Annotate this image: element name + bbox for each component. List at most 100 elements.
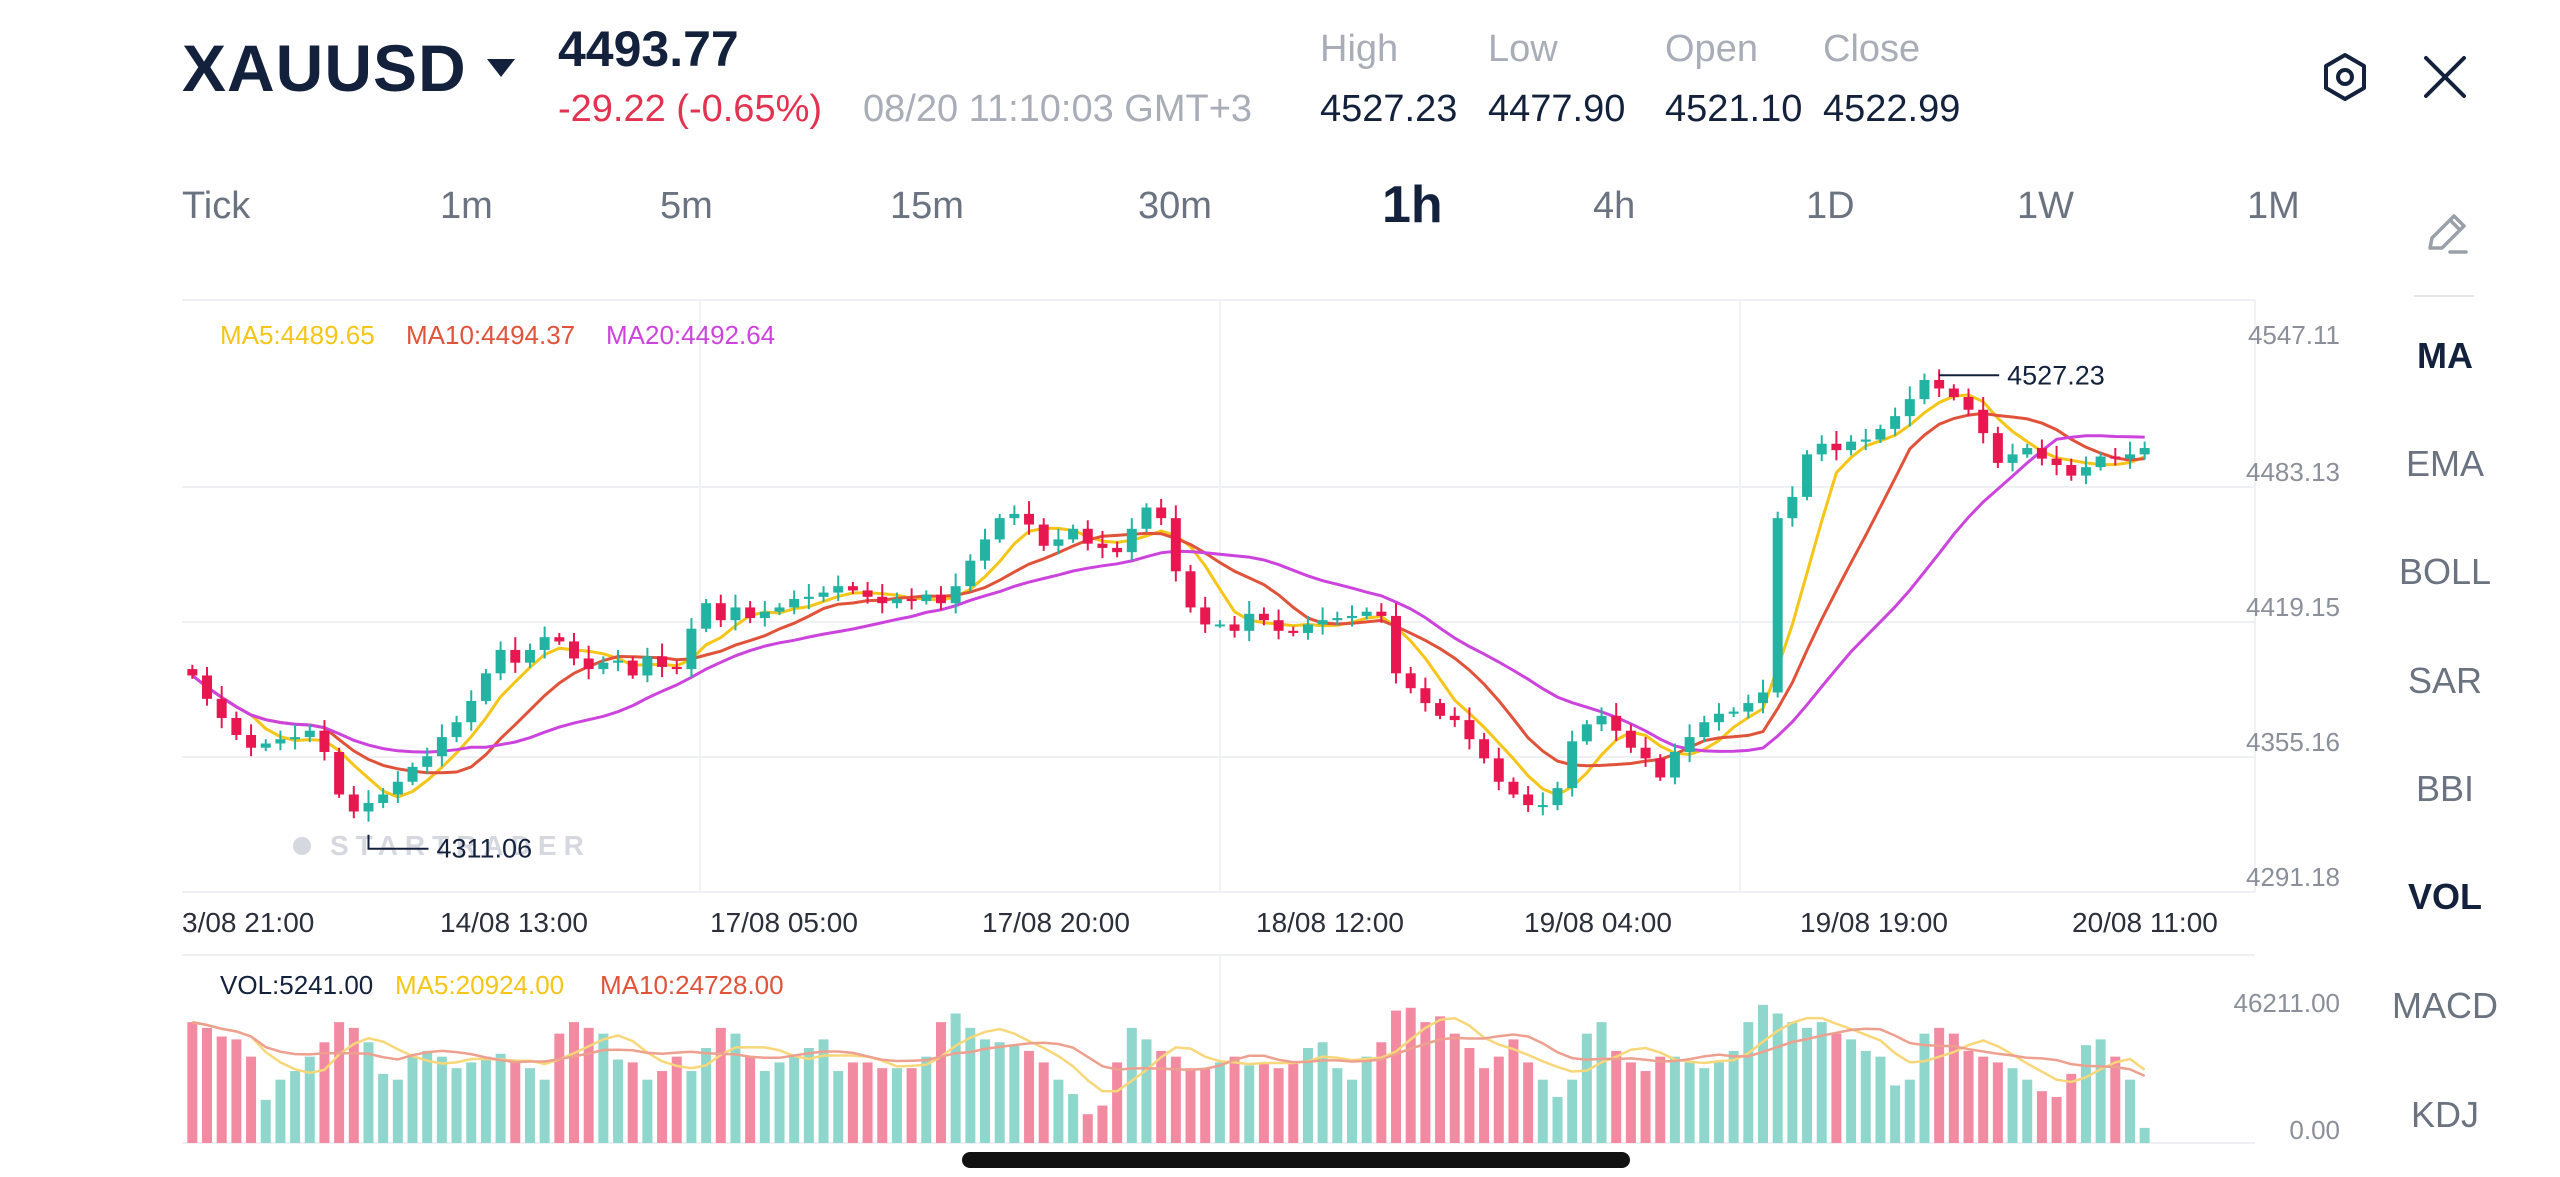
indicator-sar[interactable]: SAR — [2407, 660, 2483, 701]
candle — [921, 594, 932, 602]
volume-bar — [1948, 1033, 1959, 1143]
volume-bar — [524, 1068, 535, 1143]
vol-y-tick: 46211.00 — [2233, 988, 2340, 1018]
candle — [1200, 607, 1211, 625]
candle — [1992, 433, 2003, 463]
volume-bar — [1405, 1007, 1416, 1143]
volume-bar — [539, 1079, 550, 1143]
current-price: 4493.77 — [558, 21, 739, 77]
x-tick: 17/08 05:00 — [710, 907, 858, 938]
volume-bar — [1699, 1068, 1710, 1143]
volume-bar — [231, 1039, 242, 1143]
quote-timestamp: 08/20 11:10:03 GMT+3 — [863, 88, 1253, 130]
volume-bar — [1875, 1056, 1886, 1143]
stat-open-value: 4521.10 — [1665, 88, 1803, 130]
ma5-line — [191, 393, 2146, 799]
volume-bar — [1890, 1085, 1901, 1143]
indicator-vol[interactable]: VOL — [2407, 876, 2482, 917]
draw-pencil-icon[interactable] — [2420, 208, 2472, 260]
candle — [2095, 456, 2106, 468]
indicator-kdj[interactable]: KDJ — [2410, 1094, 2479, 1135]
candle — [862, 590, 873, 597]
volume-bar — [1273, 1068, 1284, 1143]
volume-bar — [935, 1022, 946, 1143]
candle — [2007, 454, 2018, 463]
candle — [657, 656, 668, 667]
volume-bar — [1229, 1056, 1240, 1143]
tab-15m[interactable]: 15m — [890, 185, 964, 227]
volume-bar — [1552, 1096, 1563, 1143]
candle — [1391, 615, 1402, 674]
volume-bar — [1992, 1062, 2003, 1143]
candle — [1713, 713, 1724, 723]
settings-hexagon-icon[interactable] — [2310, 42, 2380, 112]
legend-ma10: MA10:4494.37 — [406, 320, 576, 350]
candle — [202, 675, 213, 699]
chevron-down-icon[interactable] — [486, 59, 515, 77]
indicator-ema[interactable]: EMA — [2405, 443, 2484, 484]
volume-bar — [334, 1022, 345, 1143]
close-icon[interactable] — [2410, 42, 2480, 112]
candle — [1038, 524, 1049, 546]
candle — [1523, 794, 1534, 806]
stat-close-label: Close — [1823, 28, 1921, 70]
volume-bar — [803, 1048, 814, 1143]
volume-bar — [2110, 1056, 2121, 1143]
volume-bar — [304, 1056, 315, 1143]
vol-y-tick: 0.00 — [2289, 1115, 2340, 1145]
candle — [745, 607, 756, 619]
indicator-boll[interactable]: BOLL — [2398, 551, 2492, 592]
tab-1mo[interactable]: 1M — [2247, 185, 2300, 227]
volume-bar — [994, 1042, 1005, 1143]
candle — [1361, 611, 1372, 616]
tab-1m[interactable]: 1m — [440, 185, 493, 227]
tab-30m[interactable]: 30m — [1138, 185, 1212, 227]
volume-bar — [1567, 1079, 1578, 1143]
candle — [1156, 507, 1167, 519]
volume-bar — [1479, 1068, 1490, 1143]
candle — [789, 598, 800, 608]
tab-4h[interactable]: 4h — [1593, 185, 1636, 227]
candle — [2124, 454, 2135, 459]
tab-5m[interactable]: 5m — [660, 185, 713, 227]
volume-bar — [1435, 1016, 1446, 1143]
volume-bar — [1611, 1050, 1622, 1143]
volume-bar — [1376, 1042, 1387, 1143]
volume-bar — [1200, 1068, 1211, 1143]
candle — [598, 662, 609, 670]
tab-1w[interactable]: 1W — [2017, 185, 2074, 227]
volume-bar — [510, 1062, 521, 1143]
symbol-label: XAUUSD — [182, 31, 467, 105]
candle — [1141, 507, 1152, 529]
volume-bar — [1097, 1105, 1108, 1143]
candle — [1581, 724, 1592, 742]
candle — [1214, 624, 1225, 627]
candle — [803, 596, 814, 599]
volume-bar — [1596, 1022, 1607, 1143]
volume-bar — [1758, 1004, 1768, 1143]
tab-1h[interactable]: 1h — [1382, 176, 1443, 234]
indicator-bbi[interactable]: BBI — [2415, 768, 2475, 809]
y-tick: 4355.16 — [2246, 727, 2340, 757]
volume-bar — [569, 1022, 579, 1143]
candle — [1024, 513, 1035, 525]
x-tick: 19/08 19:00 — [1800, 907, 1948, 938]
volume-bar — [921, 1056, 932, 1143]
candle — [495, 649, 506, 674]
tab-1d[interactable]: 1D — [1806, 185, 1855, 227]
candle — [1053, 539, 1064, 546]
candle — [2110, 456, 2121, 459]
volume-bar — [1464, 1048, 1475, 1143]
volume-bar — [1038, 1062, 1049, 1143]
candle — [686, 628, 697, 670]
candle — [950, 586, 961, 604]
volume-bar — [1024, 1050, 1035, 1143]
indicator-ma[interactable]: MA — [2417, 335, 2473, 376]
candle — [715, 603, 726, 621]
symbol-selector[interactable]: XAUUSD — [182, 30, 515, 106]
tab-tick[interactable]: Tick — [182, 185, 251, 227]
candle — [422, 756, 433, 767]
candle — [1170, 518, 1181, 572]
indicator-macd[interactable]: MACD — [2392, 985, 2498, 1026]
